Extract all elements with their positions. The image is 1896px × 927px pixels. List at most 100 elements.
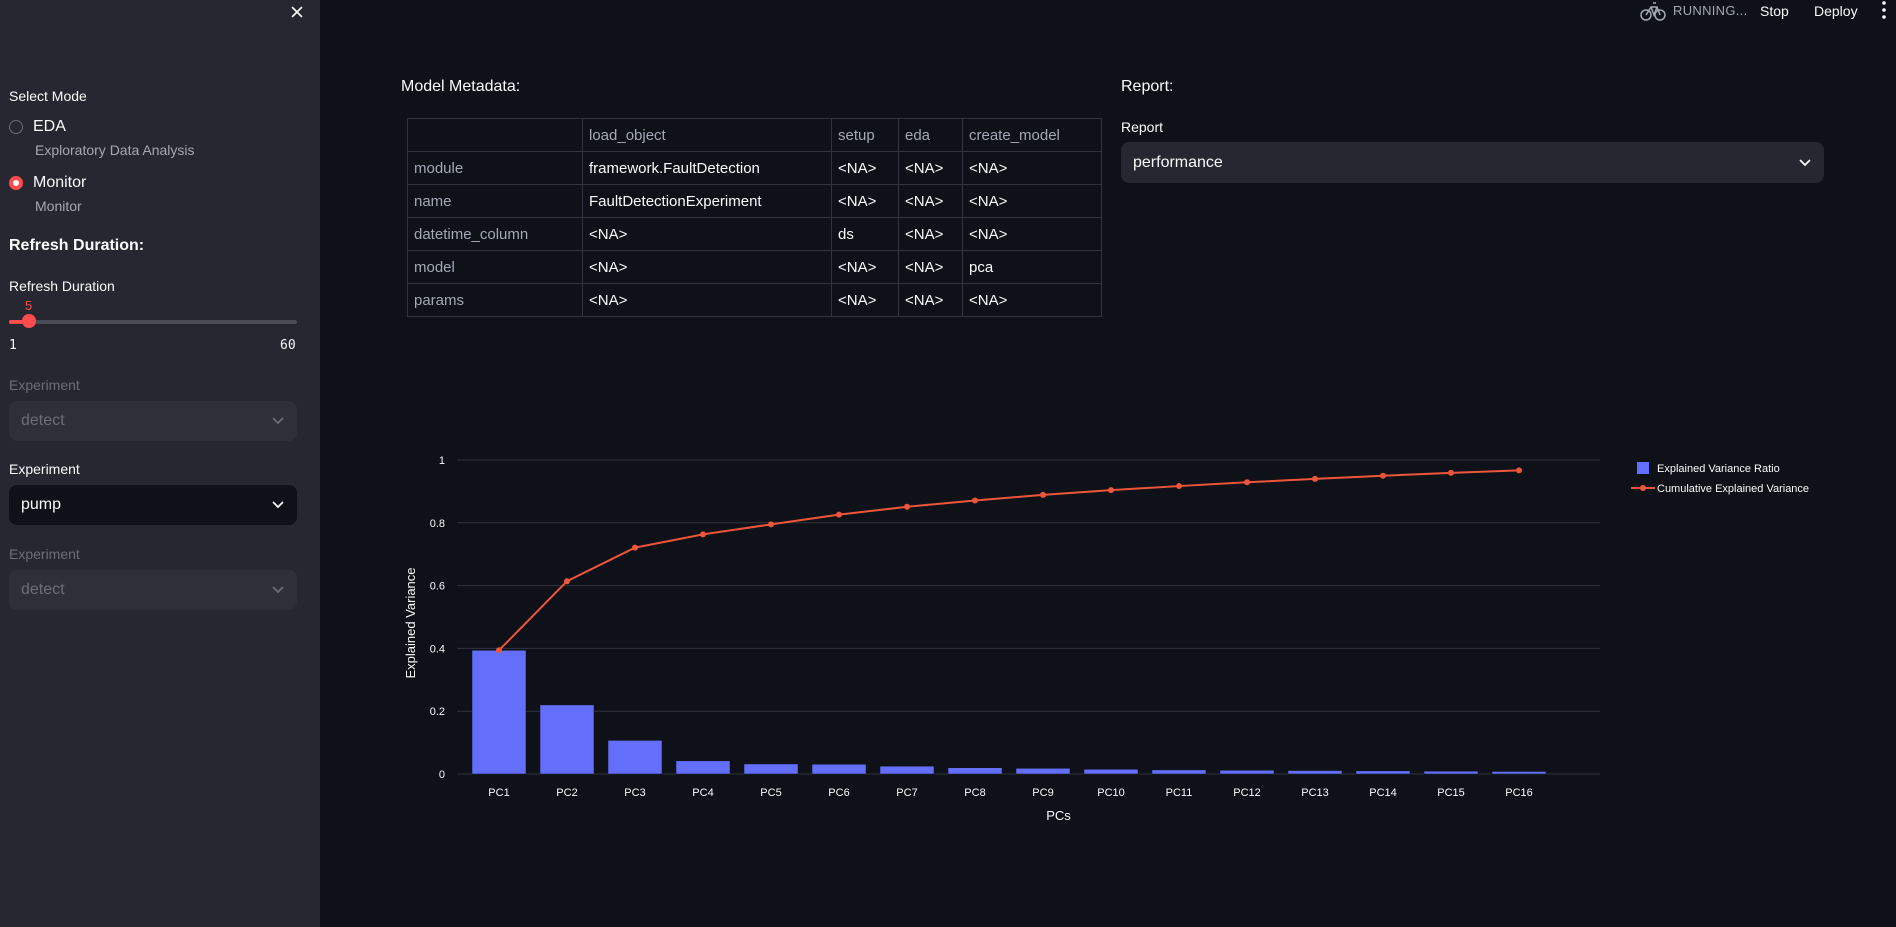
mode-label-monitor: Monitor [33,174,87,191]
report-select[interactable]: performance [1121,142,1824,183]
legend-line-marker [1640,485,1646,491]
table-cell: <NA> [582,250,832,284]
refresh-slider-label: Refresh Duration [9,278,115,294]
table-cell: ds [831,217,899,251]
close-sidebar-icon[interactable] [286,0,308,24]
mode-sublabel-monitor: Monitor [35,198,82,214]
x-tick-label: PC4 [692,787,713,799]
x-tick-label: PC8 [964,787,985,799]
table-header-cell [407,118,583,152]
table-cell: <NA> [898,184,963,218]
table-cell: <NA> [962,151,1102,185]
table-row: datetime_column <NA> ds <NA> <NA> [407,217,1102,251]
table-cell: <NA> [831,151,899,185]
bar [1015,768,1071,775]
line-point [836,511,842,518]
bar [471,650,527,775]
x-tick-label: PC1 [488,787,509,799]
y-tick-label: 0 [439,769,445,781]
table-cell: <NA> [898,283,963,317]
y-tick-label: 1 [439,455,445,467]
table-cell: <NA> [831,283,899,317]
experiment-label-2: Experiment [9,461,80,477]
bar [1287,770,1343,775]
chevron-down-icon [1799,158,1811,166]
line-point [1040,491,1046,498]
experiment-label-1: Experiment [9,377,80,393]
main-menu-icon[interactable] [1878,0,1890,20]
pca-variance-chart: 0 0.2 0.4 0.6 0.8 1 PC1 PC2 PC3 PC4 PC5 PC6 PC7 PC8 PC… [403,455,1809,823]
table-cell: <NA> [831,250,899,284]
table-cell: <NA> [898,217,963,251]
experiment-select-value: pump [21,496,62,513]
x-axis-title: PCs [1046,808,1071,823]
line-point [1516,467,1522,474]
y-axis-title: Explained Variance [403,567,418,678]
refresh-duration-slider[interactable] [9,314,297,328]
select-mode-label: Select Mode [9,88,87,104]
stop-button[interactable]: Stop [1760,3,1789,19]
table-cell: <NA> [582,217,832,251]
mode-radio-monitor[interactable]: Monitor [9,174,86,192]
model-metadata-title: Model Metadata: [401,78,521,95]
experiment-select-1[interactable]: detect [9,401,297,441]
table-header-cell: load_object [582,118,832,152]
slider-thumb[interactable] [21,314,36,328]
table-row: name FaultDetectionExperiment <NA> <NA> … [407,184,1102,218]
table-row-header: module [407,151,583,185]
table-cell: <NA> [831,184,899,218]
table-header-cell: create_model [962,118,1102,152]
table-cell: <NA> [582,283,832,317]
table-cell: <NA> [962,184,1102,218]
slider-value-label: 5 [25,298,33,313]
line-point [768,521,774,528]
line-point [1244,479,1250,486]
slider-fill [9,320,29,324]
bar [1423,770,1479,775]
x-tick-label: PC12 [1233,787,1261,799]
bar [1151,769,1207,775]
line-point [972,497,978,504]
running-bicycle-icon [1640,2,1666,21]
bar [539,704,595,775]
radio-icon[interactable] [9,120,23,134]
bar [1219,769,1275,775]
x-tick-label: PC13 [1301,787,1329,799]
table-row: module framework.FaultDetection <NA> <NA… [407,151,1102,185]
cumulative-line [498,469,1520,651]
mode-radio-eda[interactable]: EDA [9,118,66,136]
line-point [904,503,910,510]
experiment-select-value: detect [21,412,65,429]
x-tick-label: PC6 [828,787,849,799]
experiment-select-2[interactable]: pump [9,485,297,525]
line-point [1176,483,1182,490]
line-point [1312,475,1318,482]
running-status: RUNNING... [1673,3,1748,18]
x-tick-label: PC14 [1369,787,1397,799]
bar [675,760,731,775]
mode-sublabel-eda: Exploratory Data Analysis [35,142,195,158]
report-title: Report: [1121,78,1174,95]
radio-selected-icon[interactable] [9,176,23,190]
x-tick-label: PC10 [1097,787,1125,799]
table-row-header: model [407,250,583,284]
table-cell: framework.FaultDetection [582,151,832,185]
y-tick-label: 0.4 [430,643,445,655]
legend-label: Explained Variance Ratio [1657,463,1780,475]
y-tick-label: 0.8 [430,518,445,530]
chevron-down-icon [272,501,284,509]
table-row: model <NA> <NA> <NA> pca [407,250,1102,284]
bar [1491,771,1547,775]
line-point [1448,469,1454,476]
line-point [564,578,570,585]
bar [811,764,867,775]
chevron-down-icon [272,417,284,425]
deploy-button[interactable]: Deploy [1814,3,1858,19]
experiment-select-3[interactable]: detect [9,570,297,610]
line-point [700,531,706,538]
table-cell: <NA> [962,283,1102,317]
table-header-cell: setup [831,118,899,152]
mode-label-eda: EDA [33,118,66,135]
x-tick-label: PC15 [1437,787,1465,799]
bar [607,740,663,775]
